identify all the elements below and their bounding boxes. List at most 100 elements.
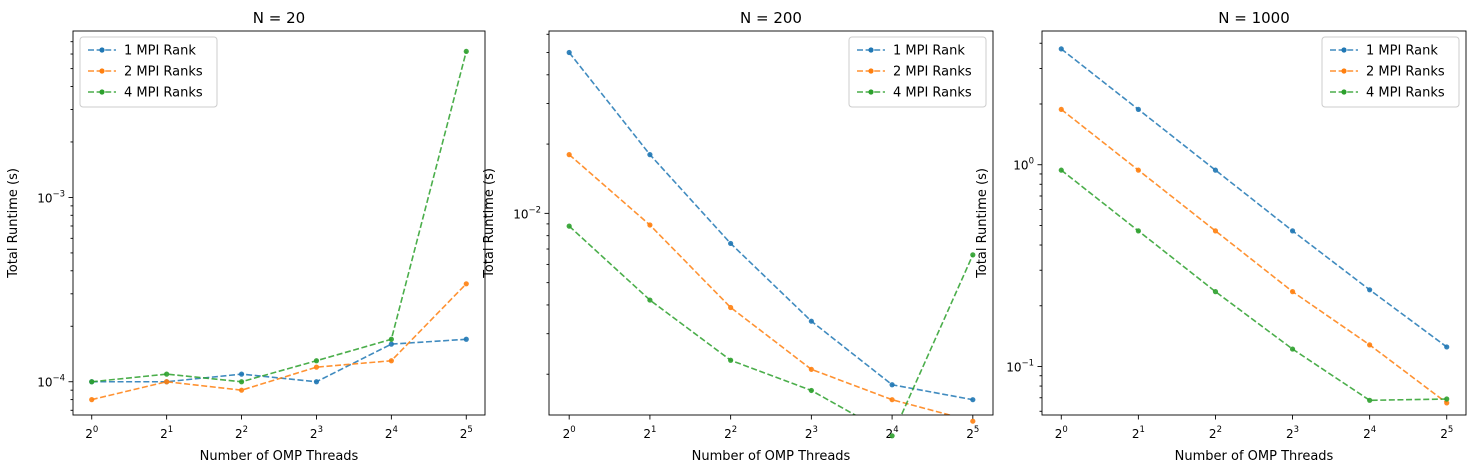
legend-box — [848, 36, 987, 108]
legend-marker — [868, 89, 874, 95]
chart-title: N = 20 — [253, 9, 305, 27]
data-point — [647, 152, 653, 158]
legend-entry: 1 MPI Rank — [1330, 44, 1438, 59]
x-tick-label: 21 — [1132, 425, 1145, 441]
data-point — [808, 387, 814, 394]
data-point — [388, 341, 394, 347]
x-tick-label: 25 — [460, 425, 473, 441]
data-point — [808, 366, 814, 372]
legend-marker — [1341, 68, 1347, 74]
legend-entry: 4 MPI Ranks — [857, 86, 972, 101]
legend-entry: 1 MPI Rank — [88, 44, 196, 59]
y-tick-label: 10−1 — [1006, 359, 1034, 375]
legend: 1 MPI Rank 2 MPI Ranks 4 MPI Ranks — [848, 36, 987, 108]
data-point — [566, 152, 572, 158]
y-tick-label: 100 — [1013, 157, 1034, 173]
series-4-mpi-ranks — [566, 223, 976, 439]
data-point — [728, 357, 734, 363]
legend-label: 2 MPI Ranks — [1366, 65, 1445, 80]
legend-entry: 4 MPI Ranks — [1330, 86, 1445, 101]
data-point — [388, 358, 394, 364]
legend-marker — [868, 68, 874, 74]
legend-label: 4 MPI Ranks — [893, 86, 972, 101]
x-tick-label: 24 — [385, 425, 398, 441]
legend-entry: 2 MPI Ranks — [88, 65, 203, 80]
x-tick-label: 23 — [805, 425, 818, 441]
legend: 1 MPI Rank 2 MPI Ranks 4 MPI Ranks — [1321, 36, 1460, 108]
legend-label: 1 MPI Rank — [124, 44, 196, 59]
legend-entry: 2 MPI Ranks — [857, 65, 972, 80]
series-line — [91, 338, 467, 383]
legend-label: 2 MPI Ranks — [893, 65, 972, 80]
plot-frame — [72, 30, 486, 416]
x-tick-label: 23 — [310, 425, 323, 441]
series-2-mpi-ranks — [1058, 106, 1450, 406]
data-point — [313, 364, 320, 370]
subplot-1: 10−4 10−3 20 21 22 23 24 25 N = 20 Number of OMP … — [6, 9, 486, 464]
series-line — [91, 51, 468, 383]
y-axis-label: Total Runtime (s) — [6, 168, 21, 279]
series-line — [1060, 108, 1448, 404]
series-1-mpi-rank — [89, 336, 469, 385]
x-tick-label: 25 — [1440, 425, 1453, 441]
series-line — [1060, 169, 1447, 402]
y-axis-label: Total Runtime (s) — [975, 168, 990, 279]
legend-label: 1 MPI Rank — [893, 44, 965, 59]
legend-label: 1 MPI Rank — [1366, 44, 1438, 59]
data-point — [89, 379, 95, 385]
data-point — [1367, 397, 1373, 403]
series-line — [1060, 48, 1448, 348]
data-point — [1212, 289, 1219, 295]
data-point — [1212, 228, 1219, 234]
data-point — [1367, 342, 1373, 348]
x-tick-label: 22 — [724, 425, 737, 441]
data-point — [238, 379, 245, 385]
x-tick-label: 23 — [1286, 425, 1299, 441]
legend-label: 4 MPI Ranks — [124, 86, 203, 101]
legend-marker — [868, 47, 874, 53]
series-line — [568, 52, 973, 401]
data-point — [238, 371, 245, 377]
data-point — [89, 397, 95, 403]
plot-frame — [548, 30, 994, 416]
data-point — [164, 379, 170, 385]
legend-marker — [99, 47, 105, 53]
y-axis-label: Total Runtime (s) — [482, 168, 497, 279]
data-point — [463, 336, 469, 342]
data-point — [1212, 167, 1219, 173]
series-1-mpi-rank — [566, 49, 976, 403]
x-axis-label: Number of OMP Threads — [692, 449, 851, 464]
data-point — [1444, 396, 1450, 402]
y-tick-label: 10−2 — [513, 205, 541, 221]
data-point — [889, 397, 895, 403]
data-point — [1367, 287, 1373, 293]
series-line — [568, 225, 974, 415]
plot-frame — [1041, 30, 1467, 416]
data-point — [1058, 46, 1064, 52]
data-point — [1444, 400, 1450, 406]
legend-entry: 1 MPI Rank — [857, 44, 965, 59]
data-point — [889, 382, 895, 388]
data-point — [647, 297, 653, 303]
data-point — [728, 304, 734, 311]
data-point — [1135, 167, 1141, 173]
data-point — [1289, 346, 1296, 352]
y-tick-label: 10−4 — [37, 374, 65, 390]
legend-marker — [99, 89, 105, 95]
data-point — [164, 371, 170, 377]
legend-entry: 4 MPI Ranks — [88, 86, 203, 101]
x-tick-label: 24 — [1363, 425, 1376, 441]
data-point — [566, 49, 572, 56]
x-tick-label: 25 — [966, 425, 979, 441]
chart-title: N = 1000 — [1218, 9, 1290, 27]
data-point — [889, 433, 895, 439]
x-tick-label: 24 — [886, 425, 899, 441]
data-point — [1135, 228, 1141, 234]
data-point — [808, 318, 814, 324]
subplot-3: 10−1 100 20 21 22 23 24 25 N = 1000 Number of OMP… — [975, 9, 1467, 464]
legend-label: 2 MPI Ranks — [124, 65, 203, 80]
series-4-mpi-ranks — [89, 48, 469, 385]
data-point — [1289, 289, 1296, 295]
legend-marker — [1341, 89, 1347, 95]
